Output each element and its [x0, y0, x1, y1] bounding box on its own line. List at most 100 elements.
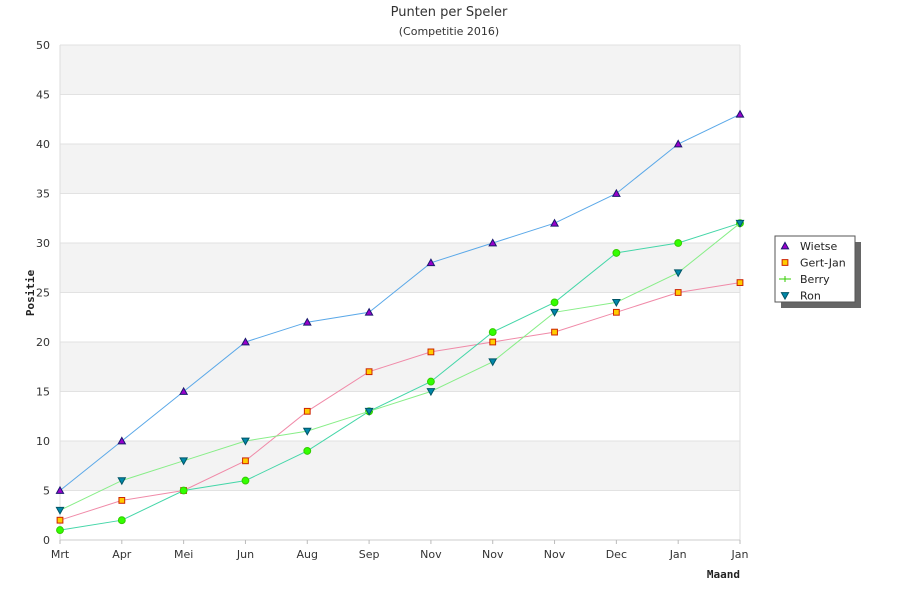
- data-point: [551, 328, 558, 336]
- data-point: [426, 258, 436, 267]
- chart-title: Punten per Speler: [391, 5, 508, 20]
- data-point: [488, 238, 498, 247]
- data-point: [55, 506, 65, 515]
- x-axis-label: Maand: [707, 568, 740, 581]
- x-tick-label: Sep: [359, 548, 380, 561]
- x-tick-labels: Mrt Apr Mei Jun Aug Sep Nov Nov Nov Dec Jan Jan: [51, 540, 749, 561]
- data-point: [488, 328, 497, 337]
- data-point: [673, 139, 683, 148]
- axes: [59, 45, 741, 541]
- grid-band: [60, 45, 740, 95]
- data-point: [364, 407, 374, 416]
- data-point: [56, 526, 64, 535]
- grid-band: [60, 490, 740, 540]
- legend: Wietse Gert-Jan Berry Ron: [774, 235, 861, 308]
- data-point: [674, 289, 682, 296]
- series-0: [55, 109, 745, 494]
- legend-label: Berry: [800, 273, 830, 286]
- legend-label: Ron: [800, 290, 821, 303]
- series-3: [55, 219, 745, 515]
- data-point: [550, 218, 559, 227]
- x-tick-label: Apr: [112, 548, 132, 561]
- data-point: [550, 298, 559, 307]
- series-1: [56, 279, 744, 524]
- data-point: [550, 308, 559, 317]
- y-tick-label: 5: [43, 485, 50, 498]
- legend-marker: [780, 292, 790, 301]
- legend-marker: [781, 259, 789, 266]
- data-point: [241, 337, 250, 346]
- grid-band: [60, 342, 740, 392]
- data-point: [242, 457, 249, 465]
- data-point: [241, 476, 250, 485]
- data-point: [179, 486, 188, 495]
- data-point: [302, 427, 312, 436]
- data-point: [56, 516, 64, 524]
- y-tick-labels: 0 5 10 15 20 25 30 35 40 45 50: [36, 39, 50, 547]
- data-point: [241, 437, 250, 446]
- legend-label: Gert-Jan: [800, 257, 846, 270]
- y-tick-label: 50: [36, 39, 50, 52]
- grid-band: [60, 391, 740, 441]
- grid-bands: [60, 45, 740, 540]
- data-point: [302, 317, 312, 326]
- data-point: [303, 407, 311, 415]
- data-point: [674, 239, 683, 247]
- data-point: [489, 338, 497, 346]
- data-point: [488, 358, 498, 367]
- legend-marker: [780, 241, 790, 250]
- y-tick-label: 15: [36, 386, 50, 399]
- data-point: [611, 299, 621, 308]
- data-point: [364, 307, 374, 316]
- y-axis-label: Positie: [24, 269, 37, 316]
- grid-band: [60, 292, 740, 342]
- legend-label: Wietse: [800, 240, 838, 253]
- series-group: [55, 109, 745, 535]
- data-point: [303, 446, 312, 455]
- data-point: [179, 457, 189, 466]
- data-point: [612, 248, 621, 257]
- series-line: [59, 113, 741, 491]
- data-point: [117, 436, 127, 445]
- x-tick-label: Dec: [606, 548, 627, 561]
- y-tick-label: 45: [36, 89, 50, 102]
- y-tick-label: 40: [36, 138, 50, 151]
- y-tick-label: 10: [36, 435, 50, 448]
- y-tick-label: 0: [43, 534, 50, 547]
- data-point: [117, 516, 126, 525]
- data-point: [118, 497, 126, 504]
- x-tick-label: Jun: [236, 548, 254, 561]
- x-tick-label: Nov: [544, 548, 566, 561]
- grid-band: [60, 144, 740, 194]
- x-tick-label: Jan: [669, 548, 687, 561]
- x-tick-label: Jan: [731, 548, 749, 561]
- data-point: [117, 477, 127, 486]
- y-tick-label: 35: [36, 188, 50, 201]
- x-tick-label: Nov: [420, 548, 442, 561]
- data-point: [55, 485, 65, 494]
- y-tick-label: 20: [36, 336, 50, 349]
- data-point: [426, 377, 435, 386]
- data-point: [611, 188, 621, 197]
- data-point: [673, 269, 683, 278]
- series-2: [56, 219, 744, 535]
- data-point: [735, 109, 745, 118]
- data-point: [735, 219, 745, 228]
- x-tick-label: Nov: [482, 548, 504, 561]
- grid-band: [60, 193, 740, 243]
- data-point: [365, 368, 373, 376]
- x-tick-label: Mei: [174, 548, 193, 561]
- grid-band: [60, 243, 740, 293]
- legend-box: [774, 235, 856, 303]
- series-line: [59, 282, 741, 521]
- grid-band: [60, 441, 740, 491]
- x-tick-label: Aug: [297, 548, 318, 561]
- series-line: [59, 222, 741, 531]
- grid-band: [60, 94, 740, 144]
- data-point: [426, 388, 436, 397]
- data-point: [612, 308, 620, 316]
- data-point: [427, 348, 435, 356]
- series-line: [59, 222, 741, 511]
